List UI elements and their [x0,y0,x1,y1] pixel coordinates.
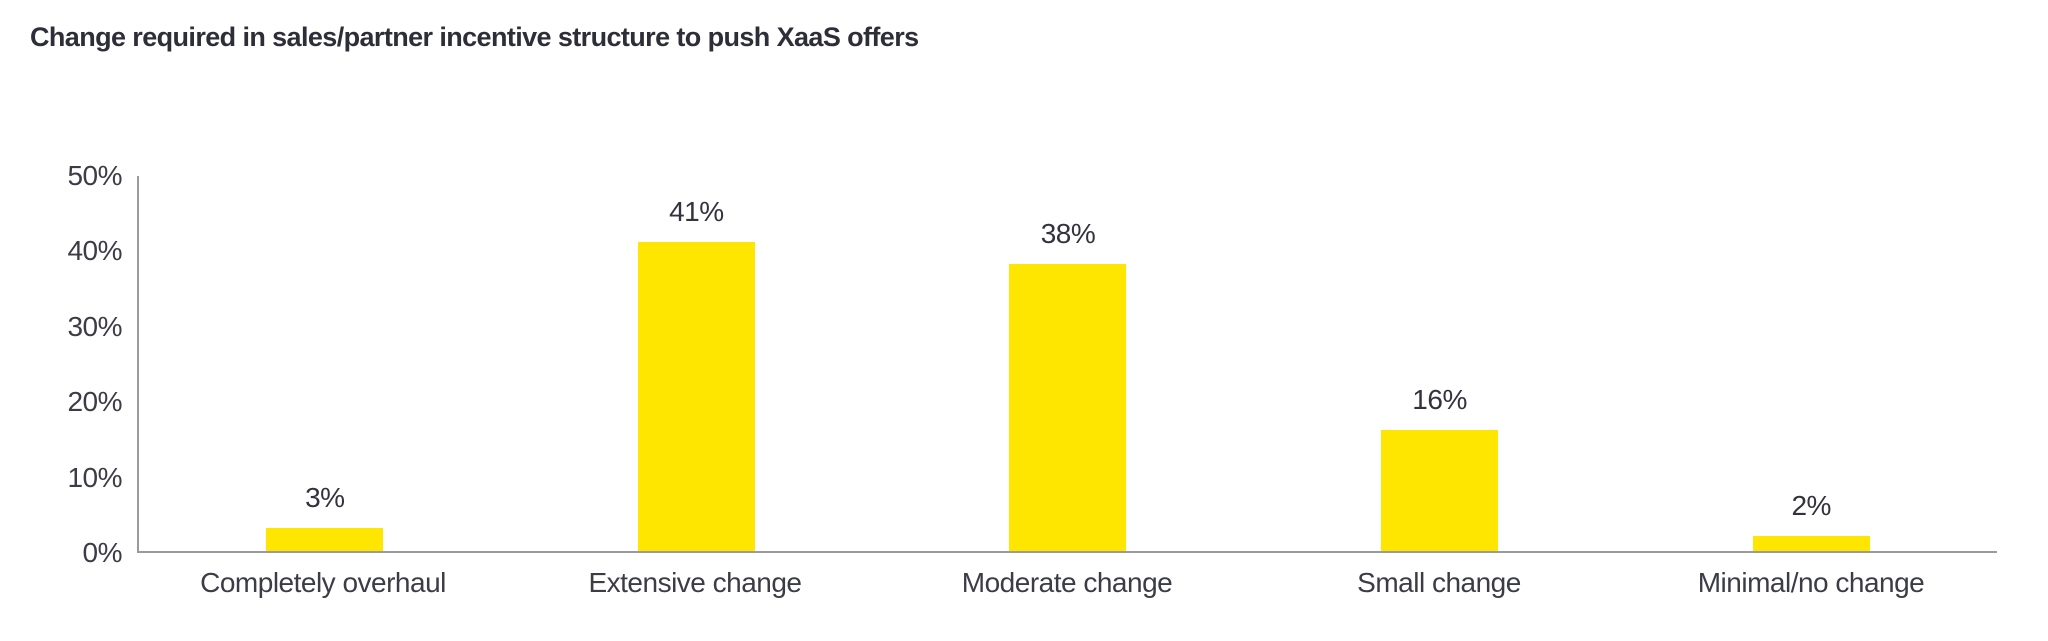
bar-small-change [1381,430,1499,551]
x-category-label: Extensive change [588,567,802,598]
bar-value-label: 16% [1412,384,1467,416]
bar-value-label: 38% [1040,218,1096,250]
bar-value-label: 3% [305,482,345,514]
y-tick-label: 50% [67,160,122,191]
y-tick-label: 10% [67,461,122,493]
chart-title: Change required in sales/partner incenti… [30,22,919,52]
y-tick-label: 0% [82,537,123,568]
x-category-label: Moderate change [961,567,1173,598]
bar-minimal-no-change [1752,535,1870,551]
y-axis-tick-labels: 0% 10% 20% 30% 40% 50% [0,160,122,568]
x-axis-category-labels: Completely overhaul Extensive change Moder… [137,567,1997,599]
bar-slot: 38% [882,176,1254,551]
y-tick-label: 20% [67,386,122,418]
x-category-label: Minimal/no change [1697,567,1925,598]
bar-value-label: 41% [669,195,724,227]
y-tick-label: 30% [67,310,122,342]
bar-moderate-change [1009,264,1127,551]
bar-slot: 3% [139,176,511,551]
y-tick-label: 40% [67,235,122,267]
plot-area: 3% 41% 38% 16% 2% [137,176,1997,553]
bar-slot: 16% [1254,176,1626,551]
bars-container: 3% 41% 38% 16% 2% [139,176,1997,551]
x-category-label: Completely overhaul [200,567,446,598]
bar-value-label: 2% [1791,489,1831,521]
bar-slot: 2% [1625,176,1997,551]
x-category-label: Small change [1357,567,1521,598]
bar-slot: 41% [511,176,883,551]
bar-completely-overhaul [266,528,384,551]
bar-extensive-change [637,241,755,551]
